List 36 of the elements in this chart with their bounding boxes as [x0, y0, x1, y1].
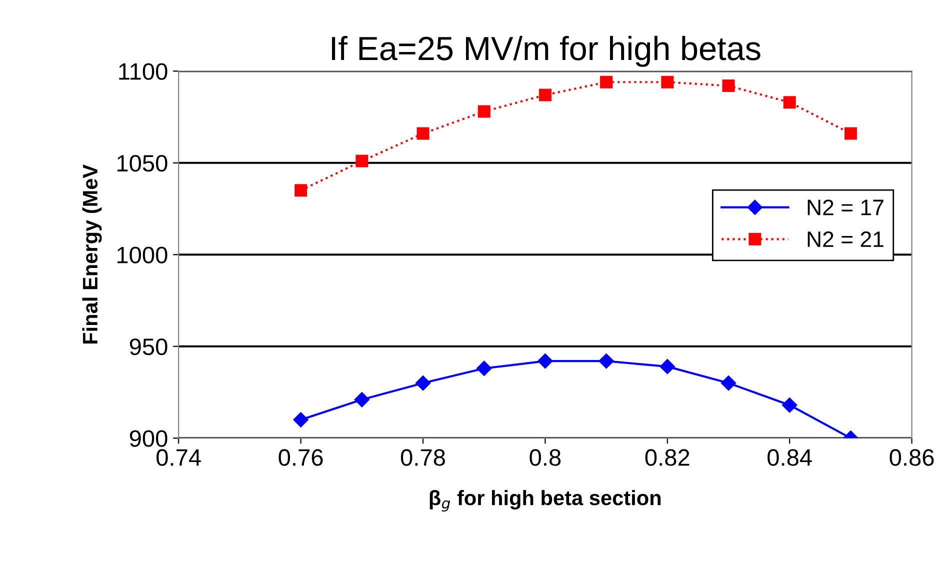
- y-tick-label: 1100: [119, 63, 168, 80]
- x-tick-label: 0.82: [645, 449, 690, 466]
- point: [293, 412, 308, 428]
- point: [294, 184, 308, 197]
- point: [478, 105, 490, 118]
- x-tick-label: 0.78: [400, 449, 445, 466]
- point: [600, 76, 613, 88]
- point: [538, 353, 553, 369]
- legend-label: N2 = 21: [808, 231, 884, 247]
- chart-title: If Ea=25 MV/m for high betas: [332, 36, 760, 67]
- y-tick-label: 900: [130, 430, 168, 447]
- x-axis-title: β$_{g}$ for high beta section: [430, 490, 661, 512]
- point: [538, 88, 552, 102]
- point: [476, 360, 492, 376]
- x-tick-label: 0.74: [156, 449, 201, 466]
- x-tick-label: 0.84: [768, 449, 812, 466]
- legend-label: N2 = 17: [808, 200, 884, 216]
- point: [660, 358, 675, 374]
- point: [416, 127, 430, 140]
- x-tick-label: 0.86: [890, 449, 934, 466]
- y-tick-label: 1050: [117, 154, 168, 172]
- x-tick-label: 0.76: [278, 449, 323, 466]
- point: [661, 76, 674, 88]
- point: [356, 154, 368, 168]
- x-tick-label: 0.8: [530, 449, 561, 466]
- point: [720, 376, 736, 391]
- y-axis-title: Final Energy (MeV: [82, 164, 102, 344]
- y-tick-label: 950: [130, 338, 168, 356]
- point: [598, 353, 614, 369]
- point: [722, 80, 735, 92]
- point: [782, 398, 798, 413]
- point: [354, 392, 370, 408]
- point: [844, 127, 857, 140]
- point: [415, 376, 431, 391]
- point: [783, 96, 796, 109]
- y-tick-label: 1000: [117, 246, 168, 264]
